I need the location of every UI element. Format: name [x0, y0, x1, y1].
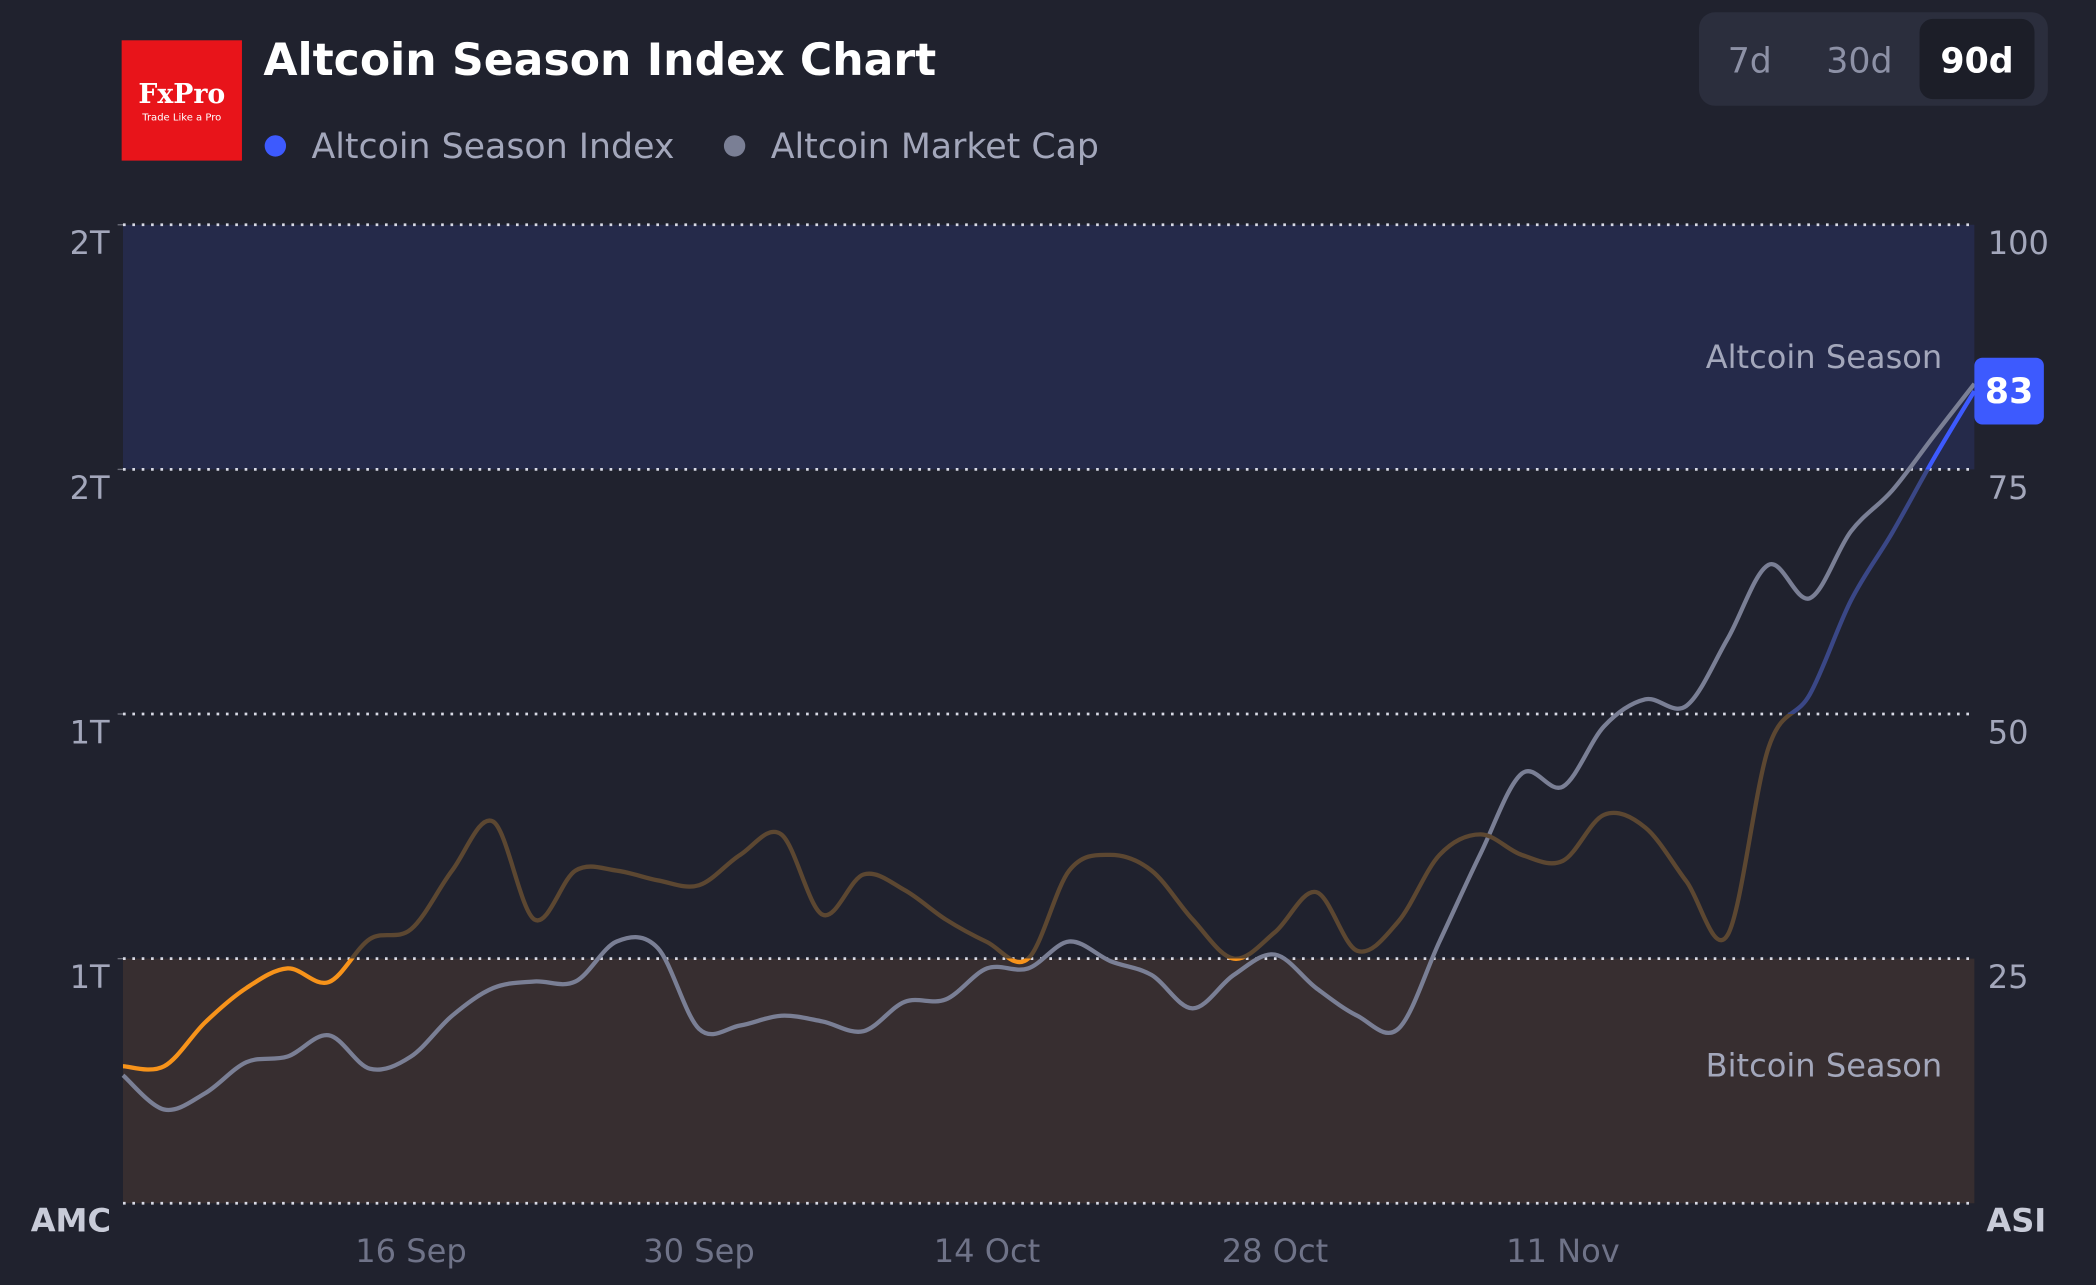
x-tick-label: 14 Oct	[934, 1232, 1040, 1270]
y-tick-label: 1T	[70, 958, 110, 996]
x-tick-label: 28 Oct	[1222, 1232, 1328, 1270]
y2-axis-label: ASI	[1986, 1201, 2046, 1239]
logo: FxPro Trade Like a Pro	[121, 40, 242, 161]
y-tick-label: 2T	[70, 469, 110, 507]
band-label: Bitcoin Season	[1706, 1046, 1943, 1084]
series-line	[122, 390, 1977, 1072]
logo-box	[121, 40, 242, 161]
y2-tick-label: 25	[1988, 958, 2029, 996]
legend-label: Altcoin Season Index	[311, 127, 674, 167]
series-line	[121, 382, 1977, 1113]
legend-label: Altcoin Market Cap	[771, 127, 1099, 167]
chart-title: Altcoin Season Index Chart	[263, 35, 936, 86]
y2-tick-label: 75	[1988, 469, 2029, 507]
range-button[interactable]: 7d	[1728, 41, 1772, 81]
legend-marker	[264, 135, 287, 157]
legend-marker	[723, 135, 746, 157]
y-axis-label: AMC	[31, 1201, 111, 1239]
logo-tagline: Trade Like a Pro	[141, 113, 221, 124]
y-tick-label: 2T	[70, 224, 110, 262]
value-label: 83	[1985, 372, 2033, 412]
x-tick-label: 30 Sep	[643, 1232, 754, 1270]
x-tick-label: 16 Sep	[355, 1232, 466, 1270]
x-tick-label: 11 Nov	[1506, 1232, 1620, 1270]
y-tick-label: 1T	[70, 713, 110, 751]
logo-name: FxPro	[138, 79, 225, 110]
range-button[interactable]: 90d	[1940, 41, 2013, 81]
value-badge	[1974, 357, 2044, 425]
season-band	[122, 224, 1975, 470]
range-button[interactable]: 30d	[1826, 41, 1892, 81]
y2-tick-label: 50	[1988, 713, 2029, 751]
band-label: Altcoin Season	[1706, 338, 1943, 376]
season-band	[122, 958, 1975, 1204]
range-button-active	[1919, 18, 2035, 100]
y2-tick-label: 100	[1988, 224, 2049, 262]
